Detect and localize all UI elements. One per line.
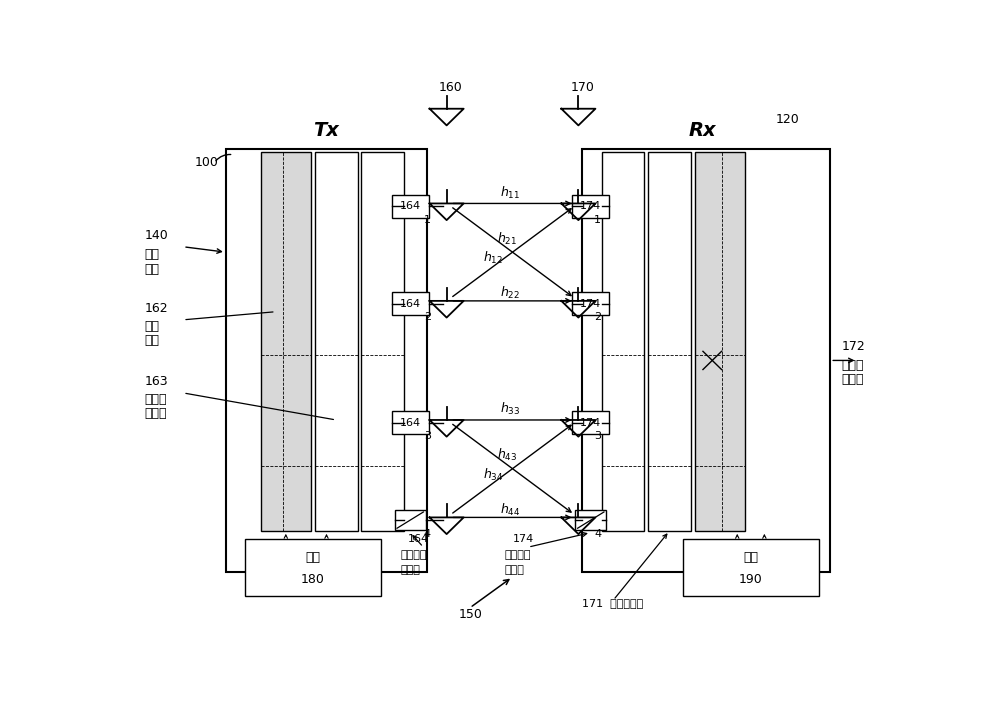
Text: $h_{43}$: $h_{43}$ — [497, 447, 517, 463]
Bar — [261, 152, 311, 531]
Text: 174: 174 — [580, 201, 601, 211]
Text: $h_{11}$: $h_{11}$ — [500, 185, 520, 200]
Text: 4: 4 — [594, 529, 601, 538]
Text: 171  预处理单元: 171 预处理单元 — [582, 598, 644, 607]
Bar — [392, 292, 429, 315]
Bar — [683, 539, 819, 596]
Text: $h_{12}$: $h_{12}$ — [483, 250, 503, 266]
Text: 信息: 信息 — [144, 247, 159, 261]
Bar — [572, 195, 609, 217]
Text: 164: 164 — [400, 299, 421, 309]
Text: 172: 172 — [842, 340, 866, 353]
Text: 编码: 编码 — [144, 320, 159, 333]
Text: 码本: 码本 — [305, 550, 320, 564]
Text: 比特: 比特 — [144, 263, 159, 276]
Text: 180: 180 — [301, 574, 325, 586]
Text: 2: 2 — [424, 312, 431, 322]
Text: 无线发送: 无线发送 — [400, 550, 427, 560]
Bar — [572, 292, 609, 315]
Text: $h_{22}$: $h_{22}$ — [500, 285, 520, 301]
Text: 150: 150 — [458, 607, 482, 621]
Text: 164: 164 — [400, 201, 421, 211]
Bar — [575, 510, 606, 530]
Text: 1: 1 — [424, 214, 431, 225]
Text: $h_{21}$: $h_{21}$ — [497, 231, 517, 247]
Text: 无线接收: 无线接收 — [505, 550, 531, 560]
Bar — [695, 152, 745, 531]
Text: 174: 174 — [512, 534, 534, 543]
Text: 1: 1 — [594, 214, 601, 225]
Text: Tx: Tx — [314, 121, 339, 140]
Text: 174: 174 — [580, 418, 601, 427]
Text: 164: 164 — [408, 534, 429, 543]
Bar — [245, 539, 381, 596]
Text: 140: 140 — [144, 228, 168, 242]
Text: 190: 190 — [739, 574, 763, 586]
Bar — [315, 152, 358, 531]
Text: 120: 120 — [776, 113, 800, 126]
Text: 164: 164 — [400, 418, 421, 427]
Bar — [395, 510, 426, 530]
Text: 调单元: 调单元 — [842, 373, 864, 386]
Bar — [361, 152, 404, 531]
Text: $h_{33}$: $h_{33}$ — [500, 401, 520, 417]
Bar — [392, 195, 429, 217]
Text: 机单元: 机单元 — [505, 565, 525, 574]
Text: 162: 162 — [144, 302, 168, 315]
Text: 160: 160 — [439, 81, 462, 93]
Text: 解码解: 解码解 — [842, 359, 864, 372]
Bar — [648, 152, 691, 531]
Text: Rx: Rx — [689, 121, 716, 140]
Text: 3: 3 — [594, 431, 601, 441]
Bar — [602, 152, 644, 531]
Text: 后预编: 后预编 — [144, 393, 167, 406]
Bar — [572, 411, 609, 434]
Text: 3: 3 — [424, 431, 431, 441]
Text: $h_{44}$: $h_{44}$ — [500, 503, 520, 518]
Text: 100: 100 — [195, 156, 219, 169]
Text: 4: 4 — [424, 529, 431, 538]
Text: 170: 170 — [570, 81, 594, 93]
Text: 174: 174 — [580, 299, 601, 309]
Text: 2: 2 — [594, 312, 601, 322]
Text: 机单元: 机单元 — [400, 565, 420, 574]
Text: 码单元: 码单元 — [144, 407, 167, 420]
Bar — [582, 149, 830, 572]
Text: 163: 163 — [144, 375, 168, 388]
Text: 码本: 码本 — [743, 550, 758, 564]
Text: $h_{34}$: $h_{34}$ — [483, 467, 504, 483]
Bar — [226, 149, 427, 572]
Text: 单元: 单元 — [144, 334, 159, 347]
Bar — [392, 411, 429, 434]
